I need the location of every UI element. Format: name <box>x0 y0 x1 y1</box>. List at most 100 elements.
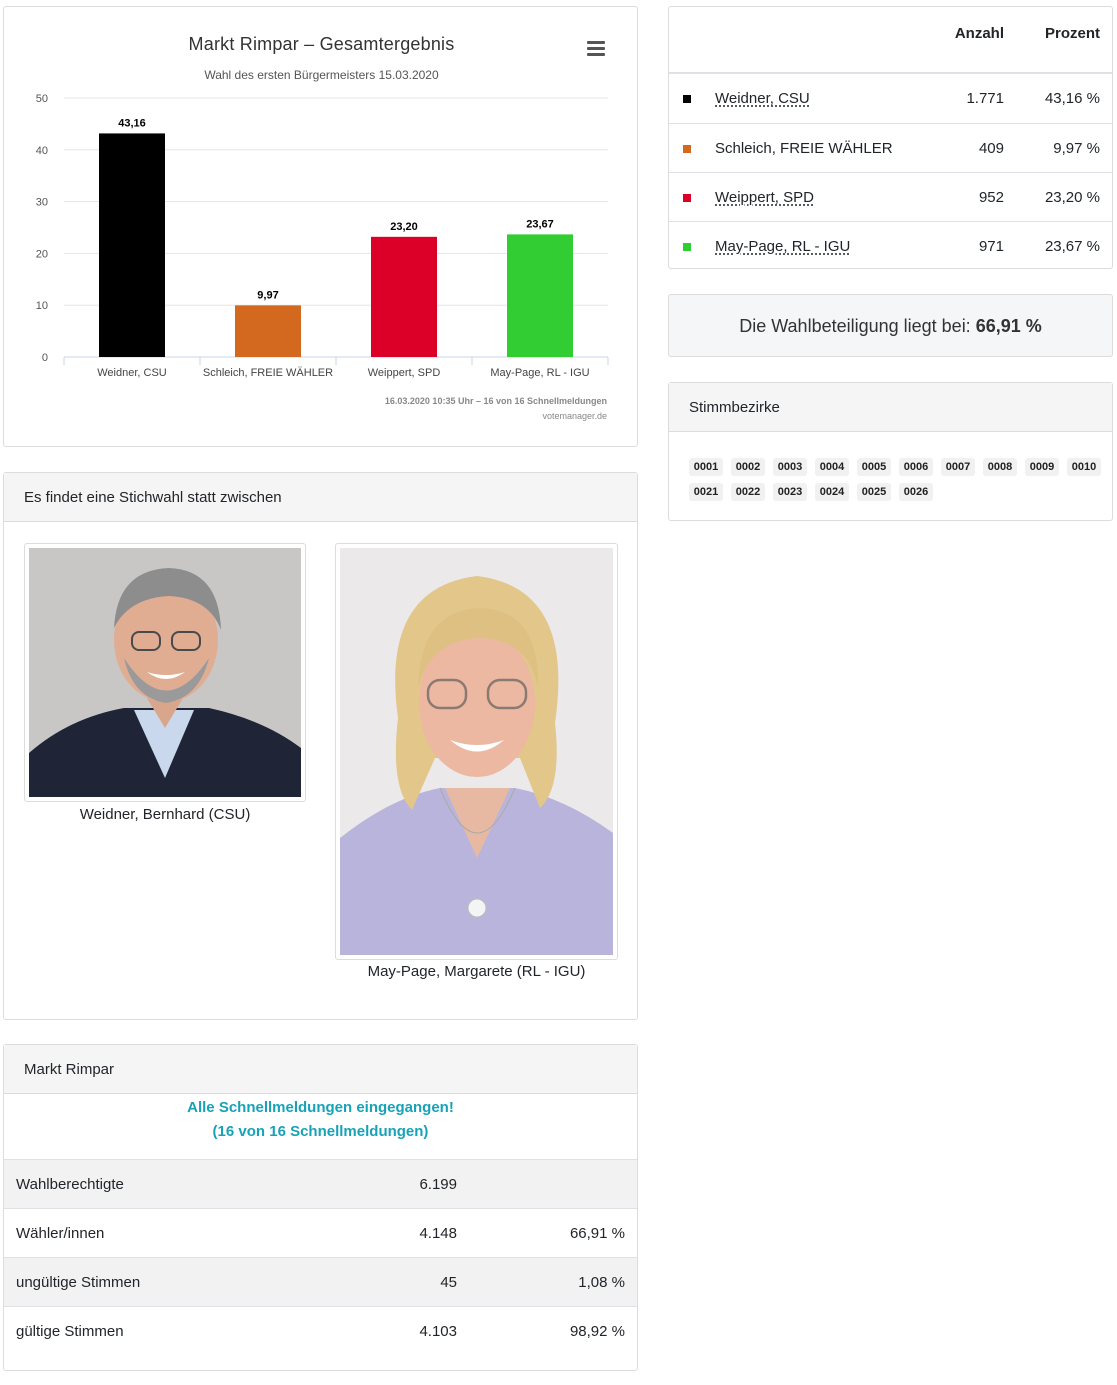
vote-percent: 23,67 % <box>1044 238 1100 255</box>
turnout-value: 66,91 % <box>975 316 1042 336</box>
results-table: Anzahl Prozent Weidner, CSU 1.771 43,16 % S… <box>668 6 1113 269</box>
district-badge[interactable]: 0026 <box>899 483 933 501</box>
x-category-label: Weidner, CSU <box>97 367 167 379</box>
party-color-swatch <box>683 194 691 202</box>
stats-percent: 98,92 % <box>569 1323 625 1340</box>
candidate1-name: Weidner, Bernhard (CSU) <box>79 806 251 823</box>
stats-row: Wähler/innen 4.148 66,91 % <box>4 1208 637 1257</box>
chart-card: 0 10 20 30 40 50 43,16 Weidner, CSU 9,97 Schleich… <box>3 6 638 447</box>
district-badge[interactable]: 0007 <box>941 458 975 476</box>
y-tick-label: 10 <box>36 300 48 312</box>
x-category-label: Weippert, SPD <box>368 367 441 379</box>
stats-row: ungültige Stimmen 45 1,08 % <box>4 1257 637 1306</box>
district-badge[interactable]: 0005 <box>857 458 891 476</box>
bar-1 <box>99 133 165 357</box>
y-tick-label: 20 <box>36 248 48 260</box>
status-line-1: Alle Schnellmeldungen eingegangen! <box>187 1099 454 1116</box>
party-color-swatch <box>683 95 691 103</box>
district-badge[interactable]: 0023 <box>773 483 807 501</box>
stats-percent: 66,91 % <box>569 1225 625 1242</box>
stats-row: Wahlberechtigte 6.199 <box>4 1159 637 1208</box>
candidate1-photo[interactable] <box>24 543 306 802</box>
district-badge[interactable]: 0025 <box>857 483 891 501</box>
district-badge[interactable]: 0010 <box>1067 458 1101 476</box>
status-line-2: (16 von 16 Schnellmeldungen) <box>212 1123 429 1140</box>
result-row: Weidner, CSU 1.771 43,16 % <box>669 74 1112 123</box>
bar-chart: 0 10 20 30 40 50 43,16 Weidner, CSU 9,97 Schleich… <box>36 93 609 379</box>
vote-count: 1.771 <box>966 90 1004 107</box>
vote-count: 409 <box>978 140 1004 157</box>
data-label: 23,67 <box>526 218 554 230</box>
chart-subtitle: Wahl des ersten Bürgermeisters 15.03.202… <box>204 68 439 82</box>
chart-credit-source[interactable]: votemanager.de <box>542 411 607 421</box>
district-badge[interactable]: 0003 <box>773 458 807 476</box>
district-badge[interactable]: 0008 <box>983 458 1017 476</box>
x-category-label: May-Page, RL - IGU <box>490 367 589 379</box>
stats-value: 45 <box>440 1274 457 1291</box>
result-row: May-Page, RL - IGU 971 23,67 % <box>669 221 1112 270</box>
header-percent: Prozent <box>1044 25 1100 42</box>
districts-card: Stimmbezirke 0001 0002 0003 0004 0005 0006 000… <box>668 382 1113 521</box>
result-row: Schleich, FREIE WÄHLER 409 9,97 % <box>669 123 1112 172</box>
district-badge[interactable]: 0024 <box>815 483 849 501</box>
district-badge[interactable]: 0009 <box>1025 458 1059 476</box>
stats-label: gültige Stimmen <box>16 1323 124 1340</box>
data-label: 9,97 <box>257 289 278 301</box>
vote-count: 971 <box>978 238 1004 255</box>
runoff-card: Es findet eine Stichwahl statt zwischen … <box>3 472 638 1020</box>
man-portrait-image <box>29 548 301 797</box>
stats-row: gültige Stimmen 4.103 98,92 % <box>4 1306 637 1355</box>
district-list: 0001 0002 0003 0004 0005 0006 0007 0008 0009 0010… <box>689 457 1109 507</box>
chart-credit-timestamp: 16.03.2020 10:35 Uhr – 16 von 16 Schnell… <box>384 396 607 406</box>
vote-percent: 9,97 % <box>1053 140 1100 157</box>
stats-value: 4.103 <box>419 1323 457 1340</box>
stats-label: ungültige Stimmen <box>16 1274 141 1291</box>
district-badge[interactable]: 0022 <box>731 483 765 501</box>
candidate-name[interactable]: Weidner, CSU <box>715 90 810 107</box>
bar-3 <box>371 236 437 357</box>
bar-4 <box>507 234 573 357</box>
vote-percent: 23,20 % <box>1044 189 1100 206</box>
turnout-box: Die Wahlbeteiligung liegt bei: 66,91 % <box>668 294 1113 357</box>
candidate-name: Schleich, FREIE WÄHLER <box>715 140 893 157</box>
x-category-label: Schleich, FREIE WÄHLER <box>203 367 333 379</box>
stats-value: 6.199 <box>419 1176 457 1193</box>
candidate2-photo[interactable] <box>335 543 618 960</box>
woman-portrait-image <box>340 548 613 955</box>
bar-2 <box>235 305 301 357</box>
district-badge[interactable]: 0001 <box>689 458 723 476</box>
stats-label: Wahlberechtigte <box>16 1176 124 1193</box>
stats-label: Wähler/innen <box>16 1225 105 1242</box>
runoff-title: Es findet eine Stichwahl statt zwischen <box>4 473 637 522</box>
header-count: Anzahl <box>954 25 1004 42</box>
party-color-swatch <box>683 243 691 251</box>
results-table-header: Anzahl Prozent <box>669 7 1112 74</box>
district-badge[interactable]: 0002 <box>731 458 765 476</box>
stats-title: Markt Rimpar <box>4 1045 637 1094</box>
hamburger-menu-icon[interactable] <box>587 41 605 57</box>
stats-card: Markt Rimpar Alle Schnellmeldungen einge… <box>3 1044 638 1371</box>
candidate-name[interactable]: May-Page, RL - IGU <box>715 238 851 255</box>
y-tick-label: 0 <box>42 352 48 364</box>
y-tick-label: 50 <box>36 93 48 105</box>
result-row: Weippert, SPD 952 23,20 % <box>669 172 1112 221</box>
vote-percent: 43,16 % <box>1044 90 1100 107</box>
y-tick-label: 30 <box>36 197 48 209</box>
party-color-swatch <box>683 145 691 153</box>
y-tick-label: 40 <box>36 145 48 157</box>
data-label: 23,20 <box>390 221 418 233</box>
district-badge[interactable]: 0006 <box>899 458 933 476</box>
turnout-label: Die Wahlbeteiligung liegt bei: <box>739 316 971 336</box>
district-badge[interactable]: 0021 <box>689 483 723 501</box>
district-badge[interactable]: 0004 <box>815 458 849 476</box>
stats-percent: 1,08 % <box>578 1274 625 1291</box>
candidate-name[interactable]: Weippert, SPD <box>715 189 814 206</box>
turnout-text: Die Wahlbeteiligung liegt bei: 66,91 % <box>669 316 1112 337</box>
candidate2-name: May-Page, Margarete (RL - IGU) <box>367 963 586 980</box>
data-label: 43,16 <box>118 117 146 129</box>
chart-title: Markt Rimpar – Gesamtergebnis <box>188 34 455 54</box>
stats-value: 4.148 <box>419 1225 457 1242</box>
vote-count: 952 <box>978 189 1004 206</box>
status-message: Alle Schnellmeldungen eingegangen! (16 v… <box>4 1094 637 1159</box>
districts-title: Stimmbezirke <box>669 383 1112 432</box>
